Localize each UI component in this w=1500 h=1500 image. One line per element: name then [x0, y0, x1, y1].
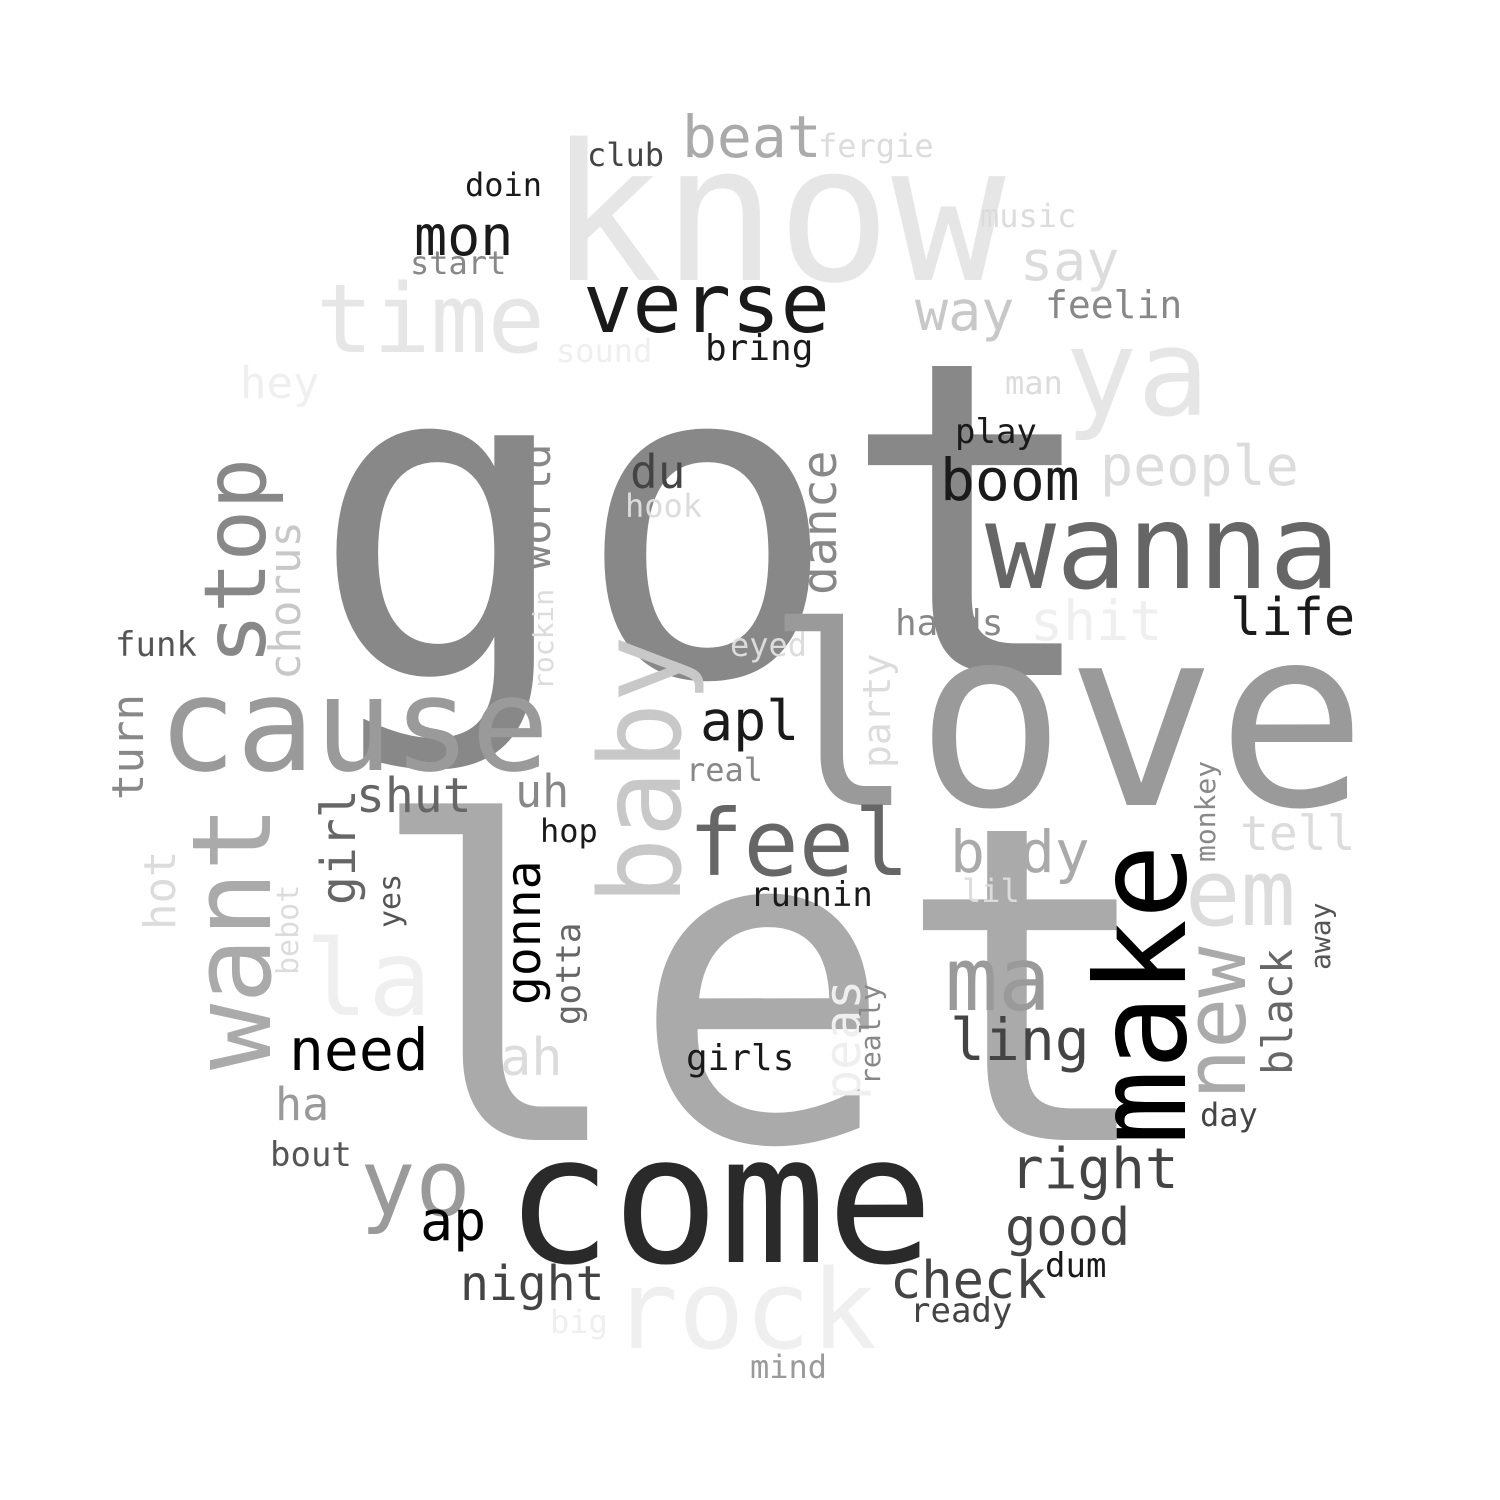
word-shut: shut: [356, 768, 472, 824]
word-love: love: [765, 573, 1367, 864]
word-yo: yo: [360, 1130, 471, 1237]
word-runnin: runnin: [750, 875, 873, 915]
word-ma: ma: [945, 928, 1051, 1031]
word-body: body: [950, 818, 1090, 886]
word-tell: tell: [1240, 806, 1356, 862]
word-uh: uh: [515, 765, 569, 818]
word-doin: doin: [465, 166, 542, 204]
word-ya: ya: [1065, 305, 1210, 444]
word-monkey: monkey: [1189, 761, 1222, 862]
word-cause: cause: [158, 649, 549, 801]
word-mind: mind: [750, 1348, 827, 1386]
word-bebot: bebot: [271, 885, 306, 975]
word-new: new: [1167, 946, 1266, 1100]
word-day: day: [1200, 1096, 1258, 1134]
word-way: way: [915, 279, 1014, 343]
word-girl: girl: [311, 789, 367, 905]
word-ah: ah: [500, 1028, 563, 1088]
word-feelin: feelin: [1045, 283, 1182, 327]
word-party: party: [855, 654, 899, 768]
word-black: black: [1253, 949, 1302, 1075]
word-chorus: chorus: [260, 521, 311, 680]
word-right: right: [1010, 1137, 1179, 1202]
word-ha: ha: [275, 1078, 329, 1131]
word-fergie: fergie: [818, 127, 934, 165]
word-hands: hands: [895, 603, 1003, 644]
word-start: start: [410, 244, 506, 282]
word-rock: rock: [612, 1246, 877, 1374]
word-night: night: [460, 1256, 605, 1312]
word-beat: beat: [682, 103, 822, 171]
word-gotta: gotta: [549, 923, 589, 1025]
word-want: want: [168, 805, 296, 1070]
word-baby: baby: [577, 635, 707, 905]
word-ling: ling: [950, 1006, 1090, 1074]
word-real: real: [686, 751, 763, 789]
word-mon: mon: [414, 204, 513, 268]
word-hey: hey: [240, 358, 319, 409]
word-make: make: [1070, 844, 1215, 1145]
word-shit: shit: [1030, 589, 1162, 653]
word-dance: dance: [792, 451, 848, 596]
word-funk: funk: [115, 625, 197, 665]
word-away: away: [1304, 903, 1337, 970]
word-let: let: [365, 732, 1160, 1244]
word-peas: peas: [814, 980, 872, 1100]
word-check: check: [890, 1251, 1047, 1311]
word-got: got: [310, 267, 1105, 779]
word-boom: boom: [940, 446, 1080, 514]
word-really: really: [854, 984, 887, 1085]
word-life: life: [1230, 588, 1355, 648]
word-play: play: [955, 412, 1037, 452]
word-verse: verse: [583, 257, 830, 352]
word-hot: hot: [135, 851, 186, 930]
word-hop: hop: [540, 812, 598, 850]
word-apl: apl: [700, 689, 799, 753]
word-need: need: [289, 1016, 429, 1084]
word-big: big: [550, 1303, 608, 1341]
word-bring: bring: [705, 328, 813, 369]
word-club: club: [587, 136, 664, 174]
word-girls: girls: [686, 1038, 794, 1079]
word-turn: turn: [103, 694, 154, 800]
word-hook: hook: [625, 487, 702, 525]
word-wanna: wanna: [985, 478, 1340, 616]
word-rockin: rockin: [527, 589, 560, 690]
word-eyed: eyed: [730, 626, 807, 664]
word-gonna: gonna: [496, 861, 552, 1006]
word-stop: stop: [186, 458, 286, 665]
word-time: time: [316, 265, 545, 375]
word-world: world: [511, 444, 560, 570]
word-lil: lil: [962, 872, 1020, 910]
word-em: em: [1185, 840, 1296, 947]
word-dum: dum: [1045, 1246, 1106, 1286]
word-ready: ready: [910, 1291, 1012, 1331]
word-good: good: [1005, 1198, 1130, 1258]
word-say: say: [1020, 229, 1119, 293]
word-la: la: [305, 918, 431, 1040]
word-du: du: [630, 445, 685, 499]
word-ap: ap: [420, 1189, 486, 1253]
word-sound: sound: [556, 332, 652, 370]
word-people: people: [1100, 434, 1299, 498]
word-come: come: [505, 1097, 934, 1304]
word-feel: feel: [688, 790, 910, 897]
word-yes: yes: [373, 874, 408, 928]
word-man: man: [1005, 364, 1063, 402]
word-know: know: [548, 104, 1006, 325]
word-music: music: [980, 197, 1076, 235]
word-bout: bout: [270, 1135, 352, 1175]
